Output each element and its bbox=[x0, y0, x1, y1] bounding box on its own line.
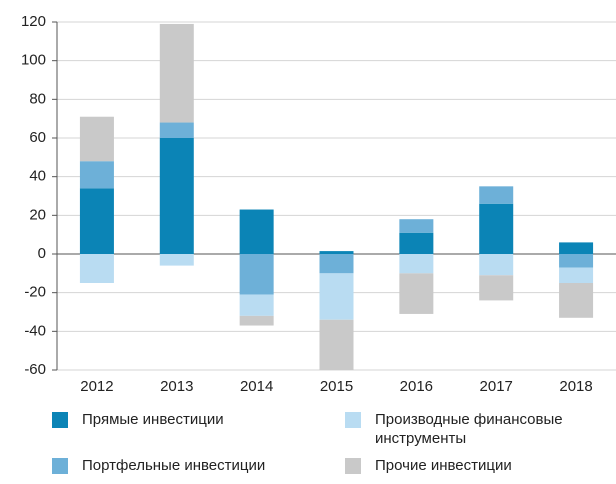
y-tick-label: 20 bbox=[29, 206, 46, 223]
y-tick-label: 120 bbox=[21, 13, 46, 30]
bar-segment bbox=[559, 254, 594, 268]
legend-item: Производные финансовые инструменты bbox=[345, 410, 600, 448]
bar-segment bbox=[159, 138, 194, 254]
bar-segment bbox=[239, 315, 274, 326]
legend-label: Производные финансовые инструменты bbox=[375, 411, 563, 447]
bar-segment bbox=[559, 242, 594, 254]
y-tick-label: 60 bbox=[29, 129, 46, 146]
legend-swatch bbox=[345, 412, 361, 428]
bar-segment bbox=[319, 319, 354, 370]
bar-segment bbox=[239, 294, 274, 316]
bar-segment bbox=[79, 254, 114, 283]
x-tick-label: 2018 bbox=[559, 378, 592, 395]
y-tick-label: 80 bbox=[29, 90, 46, 107]
y-tick-label: 100 bbox=[21, 52, 46, 69]
x-tick-label: 2012 bbox=[80, 378, 113, 395]
x-tick-label: 2016 bbox=[400, 378, 433, 395]
bar-segment bbox=[79, 161, 114, 189]
bar-segment bbox=[319, 254, 354, 274]
y-tick-label: 40 bbox=[29, 168, 46, 185]
bar-segment bbox=[479, 203, 514, 254]
bar-segment bbox=[319, 251, 354, 254]
legend-item: Прямые инвестиции bbox=[52, 410, 307, 429]
bar-segment bbox=[319, 273, 354, 320]
bar-segment bbox=[159, 122, 194, 138]
legend-label: Прямые инвестиции bbox=[82, 411, 224, 428]
bar-segment bbox=[79, 188, 114, 254]
bar-segment bbox=[239, 254, 274, 295]
legend-swatch bbox=[52, 412, 68, 428]
bar-segment bbox=[559, 283, 594, 318]
y-tick-label: 0 bbox=[38, 245, 46, 262]
legend-swatch bbox=[52, 458, 68, 474]
legend-item: Прочие инвестиции bbox=[345, 456, 600, 475]
x-tick-label: 2013 bbox=[160, 378, 193, 395]
legend-label: Портфельные инвестиции bbox=[82, 457, 266, 474]
bar-segment bbox=[479, 275, 514, 301]
bar-segment bbox=[159, 254, 194, 266]
bar-segment bbox=[399, 254, 434, 274]
x-tick-label: 2017 bbox=[480, 378, 513, 395]
x-tick-label: 2015 bbox=[320, 378, 353, 395]
legend-swatch bbox=[345, 458, 361, 474]
legend-item: Портфельные инвестиции bbox=[52, 456, 307, 475]
x-tick-label: 2014 bbox=[240, 378, 273, 395]
bar-segment bbox=[479, 186, 514, 204]
bar-segment bbox=[159, 23, 194, 123]
y-tick-label: -60 bbox=[24, 361, 46, 378]
y-tick-label: -40 bbox=[24, 322, 46, 339]
bar-segment bbox=[79, 116, 114, 162]
bar-segment bbox=[239, 209, 274, 254]
bar-segment bbox=[399, 232, 434, 254]
bar-segment bbox=[399, 219, 434, 233]
y-tick-label: -20 bbox=[24, 284, 46, 301]
legend-label: Прочие инвестиции bbox=[375, 457, 512, 474]
bar-segment bbox=[479, 254, 514, 276]
bar-segment bbox=[399, 273, 434, 314]
bar-segment bbox=[559, 267, 594, 283]
